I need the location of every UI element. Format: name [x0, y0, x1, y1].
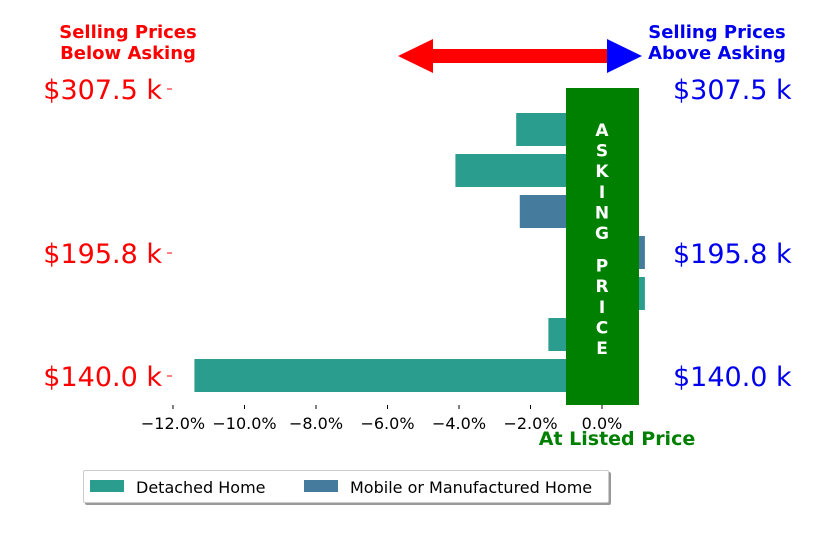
- y-label-left: $140.0 k: [43, 362, 162, 393]
- asking-price-letter: N: [595, 203, 609, 223]
- asking-price-letter: C: [596, 318, 608, 338]
- x-tick-label: −12.0%: [141, 414, 205, 433]
- legend: Detached Home Mobile or Manufactured Hom…: [83, 470, 609, 503]
- legend-label-mobile: Mobile or Manufactured Home: [350, 478, 593, 497]
- asking-price-letter: G: [595, 224, 609, 244]
- y-axis-labels: $307.5 k $307.5 k $195.8 k $195.8 k $140.0 k…: [43, 75, 792, 393]
- x-tick-label: 0.0%: [582, 414, 623, 433]
- header-left-line: Below Asking: [60, 43, 196, 64]
- legend-swatch-detached: [90, 480, 124, 492]
- asking-price-letter: R: [595, 277, 608, 297]
- y-label-left: $195.8 k: [43, 239, 162, 270]
- asking-price-letter: S: [596, 142, 608, 162]
- x-axis: −12.0% −10.0% −8.0% −6.0% −4.0% −2.0% 0.0%: [141, 405, 622, 433]
- asking-price-letter: K: [595, 162, 609, 182]
- y-label-right: $140.0 k: [673, 362, 792, 393]
- y-label-right: $307.5 k: [673, 75, 792, 106]
- asking-price-letter: E: [596, 339, 608, 359]
- header-left-line: Selling Prices: [59, 22, 196, 43]
- asking-price-letter: I: [599, 183, 605, 203]
- legend-label-detached: Detached Home: [136, 478, 266, 497]
- x-axis-label: At Listed Price: [539, 428, 695, 450]
- x-tick-label: −6.0%: [360, 414, 414, 433]
- bar-7: [194, 359, 602, 392]
- asking-price-letter: P: [596, 257, 608, 277]
- x-tick-label: −10.0%: [212, 414, 276, 433]
- direction-arrow: [398, 39, 642, 73]
- asking-price-letter: A: [595, 121, 609, 141]
- y-label-right: $195.8 k: [673, 239, 792, 270]
- y-label-left: $307.5 k: [43, 75, 162, 106]
- asking-price-letter: I: [599, 298, 605, 318]
- arrow-right-head: [607, 39, 642, 73]
- x-tick-label: −2.0%: [503, 414, 557, 433]
- legend-swatch-mobile: [304, 480, 338, 492]
- asking-price-band: [566, 88, 639, 405]
- header-right-line: Selling Prices: [648, 22, 785, 43]
- x-tick-label: −4.0%: [432, 414, 486, 433]
- header-right-line: Above Asking: [648, 43, 786, 64]
- arrow-left-head: [398, 39, 612, 73]
- x-tick-label: −8.0%: [289, 414, 343, 433]
